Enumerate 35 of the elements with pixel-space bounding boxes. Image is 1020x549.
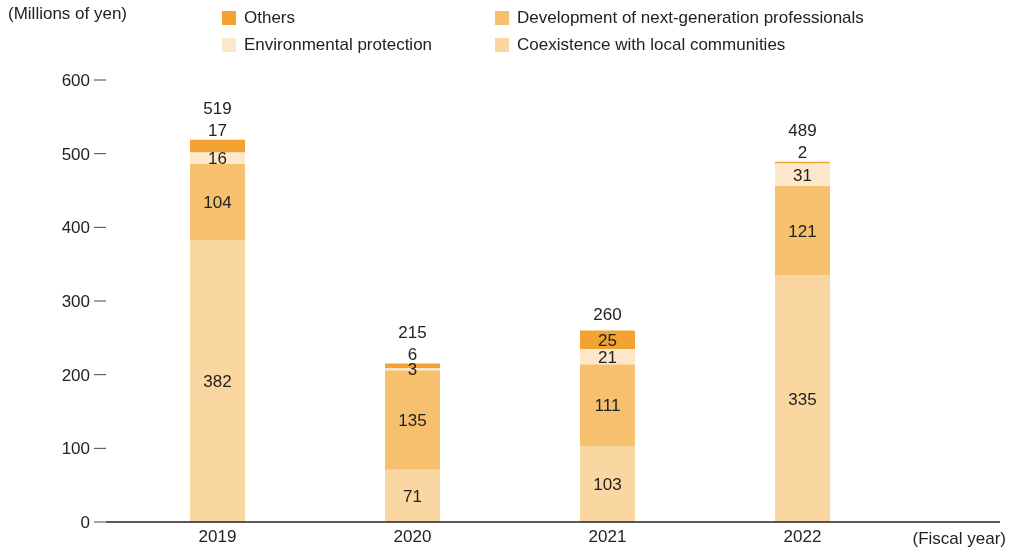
legend-label: Others bbox=[244, 7, 296, 28]
total-label: 260 bbox=[593, 305, 622, 325]
y-tick-label: 200 bbox=[61, 365, 90, 385]
data-label: 25 bbox=[598, 330, 617, 350]
data-label: 17 bbox=[208, 120, 227, 140]
data-label: 71 bbox=[403, 486, 422, 506]
data-label: 31 bbox=[793, 165, 812, 185]
data-label: 104 bbox=[203, 193, 232, 213]
y-tick-label: 400 bbox=[61, 218, 90, 238]
data-label: 382 bbox=[203, 372, 232, 392]
x-tick-label: 2021 bbox=[588, 527, 627, 547]
y-tick-label: 500 bbox=[61, 144, 90, 164]
data-label: 21 bbox=[598, 347, 617, 367]
y-tick-label: 0 bbox=[80, 513, 90, 532]
data-label: 111 bbox=[594, 396, 621, 416]
legend-label: Environmental protection bbox=[244, 34, 433, 55]
data-label: 103 bbox=[593, 475, 622, 495]
data-label: 16 bbox=[208, 149, 227, 169]
data-label: 2 bbox=[797, 142, 808, 162]
x-tick-label: 2020 bbox=[393, 527, 432, 547]
total-label: 519 bbox=[203, 98, 232, 118]
x-tick-label: 2022 bbox=[783, 527, 822, 547]
data-label: 335 bbox=[788, 389, 817, 409]
y-tick-label: 300 bbox=[61, 292, 90, 311]
legend-label: Development of next-generation professionals bbox=[517, 7, 864, 28]
y-tick-label: 600 bbox=[61, 71, 90, 90]
y-axis-title: (Millions of yen) bbox=[8, 4, 128, 24]
data-label: 121 bbox=[788, 221, 817, 241]
x-tick-label: 2019 bbox=[198, 527, 237, 547]
legend-label: Coexistence with local communities bbox=[517, 34, 786, 55]
data-label: 135 bbox=[398, 410, 427, 430]
total-label: 215 bbox=[398, 322, 427, 342]
y-tick-label: 100 bbox=[61, 439, 90, 459]
x-axis-title: (Fiscal year) bbox=[912, 529, 1006, 549]
total-label: 489 bbox=[788, 120, 817, 140]
